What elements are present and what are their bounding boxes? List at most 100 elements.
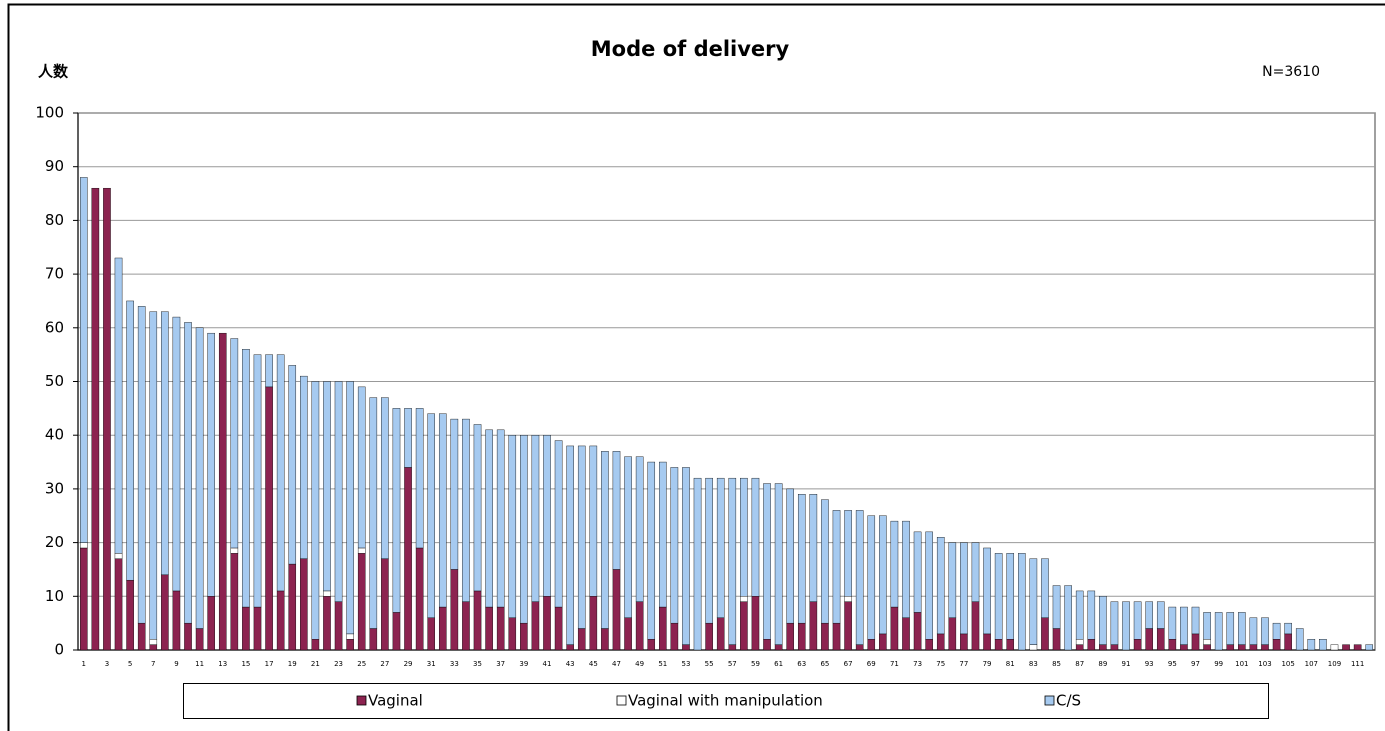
- bar-segment: [577, 628, 586, 651]
- x-tick-label: 11: [195, 660, 204, 668]
- bar-segment: [1110, 644, 1119, 651]
- bar-segment: [485, 429, 493, 608]
- bar-segment: [473, 424, 482, 592]
- bar-segment: [1133, 639, 1142, 651]
- bar-segment: [253, 606, 262, 651]
- bar-segment: [195, 628, 204, 651]
- bar-segment: [508, 617, 517, 651]
- x-tick-label: 75: [936, 660, 945, 668]
- x-tick-label: 79: [983, 660, 992, 668]
- bar-segment: [276, 354, 285, 592]
- bar-segment: [821, 499, 829, 624]
- bar-segment: [670, 467, 679, 624]
- bar-segment: [114, 257, 123, 554]
- bar-segment: [404, 467, 412, 651]
- bar-segment: [1099, 596, 1107, 645]
- bar-segment: [1006, 639, 1015, 651]
- x-tick-label: 95: [1168, 660, 1177, 668]
- bar-segment: [323, 596, 331, 651]
- bar-segment: [879, 633, 887, 651]
- x-tick-label: 103: [1258, 660, 1271, 668]
- x-tick-label: 111: [1351, 660, 1364, 668]
- bar-segment: [311, 381, 320, 640]
- bar-segment: [357, 547, 366, 554]
- bar-segment: [543, 435, 551, 597]
- bar-segment: [682, 467, 690, 645]
- y-tick-label: 40: [45, 426, 64, 444]
- bar-segment: [207, 332, 215, 597]
- bar-segment: [1214, 612, 1223, 651]
- bar-segment: [265, 354, 273, 388]
- y-tick-label: 70: [45, 265, 64, 283]
- x-tick-label: 71: [890, 660, 899, 668]
- chart-frame: [7, 3, 1385, 731]
- bar-segment: [960, 633, 968, 651]
- bar-segment: [1087, 590, 1096, 640]
- bar-segment: [300, 558, 308, 651]
- x-tick-label: 55: [705, 660, 714, 668]
- bar-segment: [531, 601, 540, 651]
- bar-segment: [323, 590, 331, 597]
- bar-segment: [716, 477, 725, 618]
- bar-segment: [844, 510, 852, 597]
- bar-segment: [1122, 601, 1130, 651]
- legend-label: C/S: [1056, 692, 1081, 710]
- bar-segment: [994, 639, 1003, 651]
- x-tick-label: 61: [774, 660, 783, 668]
- bar-segment: [647, 639, 656, 651]
- x-tick-label: 23: [334, 660, 343, 668]
- bar-segment: [797, 622, 806, 651]
- bar-segment: [392, 408, 401, 613]
- bar-segment: [1284, 622, 1292, 635]
- bar-segment: [751, 596, 760, 651]
- y-tick-label: 30: [45, 479, 64, 497]
- bar-segment: [740, 596, 748, 602]
- bar-segment: [450, 418, 459, 570]
- bar-segment: [1041, 558, 1049, 618]
- bar-segment: [103, 187, 111, 651]
- bar-segment: [635, 601, 644, 651]
- bar-segment: [1365, 644, 1373, 651]
- bar-segment: [1353, 644, 1362, 651]
- bar-segment: [1203, 639, 1211, 645]
- bar-segment: [983, 633, 991, 651]
- bar-segment: [496, 606, 505, 651]
- bar-segment: [381, 397, 389, 559]
- x-tick-label: 21: [311, 660, 320, 668]
- x-tick-label: 13: [218, 660, 227, 668]
- bar-segment: [983, 547, 991, 635]
- bar-segment: [508, 435, 517, 618]
- bar-segment: [855, 510, 864, 645]
- x-tick-label: 101: [1235, 660, 1248, 668]
- bar-segment: [659, 461, 667, 608]
- x-tick-label: 9: [174, 660, 178, 668]
- bar-segment: [913, 612, 922, 651]
- bar-segment: [1319, 639, 1327, 651]
- bar-segment: [126, 300, 134, 581]
- x-tick-label: 49: [635, 660, 644, 668]
- bar-segment: [230, 553, 239, 651]
- bar-segment: [346, 639, 354, 651]
- bar-segment: [1029, 644, 1038, 651]
- x-tick-label: 93: [1145, 660, 1154, 668]
- bar-segment: [1284, 633, 1292, 651]
- annotation: N=3610: [1262, 64, 1320, 80]
- bar-segment: [195, 327, 204, 629]
- bar-segment: [786, 622, 794, 651]
- y-tick-label: 100: [35, 104, 64, 122]
- bar-segment: [705, 477, 713, 624]
- legend-swatch: [616, 695, 627, 706]
- bar-segment: [531, 435, 540, 602]
- bar-segment: [172, 316, 181, 592]
- x-tick-label: 99: [1214, 660, 1223, 668]
- bar-segment: [230, 338, 239, 549]
- bar-segment: [913, 531, 922, 613]
- bar-segment: [936, 537, 945, 635]
- bar-segment: [809, 601, 818, 651]
- bar-segment: [716, 617, 725, 651]
- bar-segment: [925, 531, 933, 640]
- bar-segment: [647, 461, 656, 640]
- bar-segment: [774, 644, 783, 651]
- bar-segment: [357, 386, 366, 549]
- bar-segment: [311, 639, 320, 651]
